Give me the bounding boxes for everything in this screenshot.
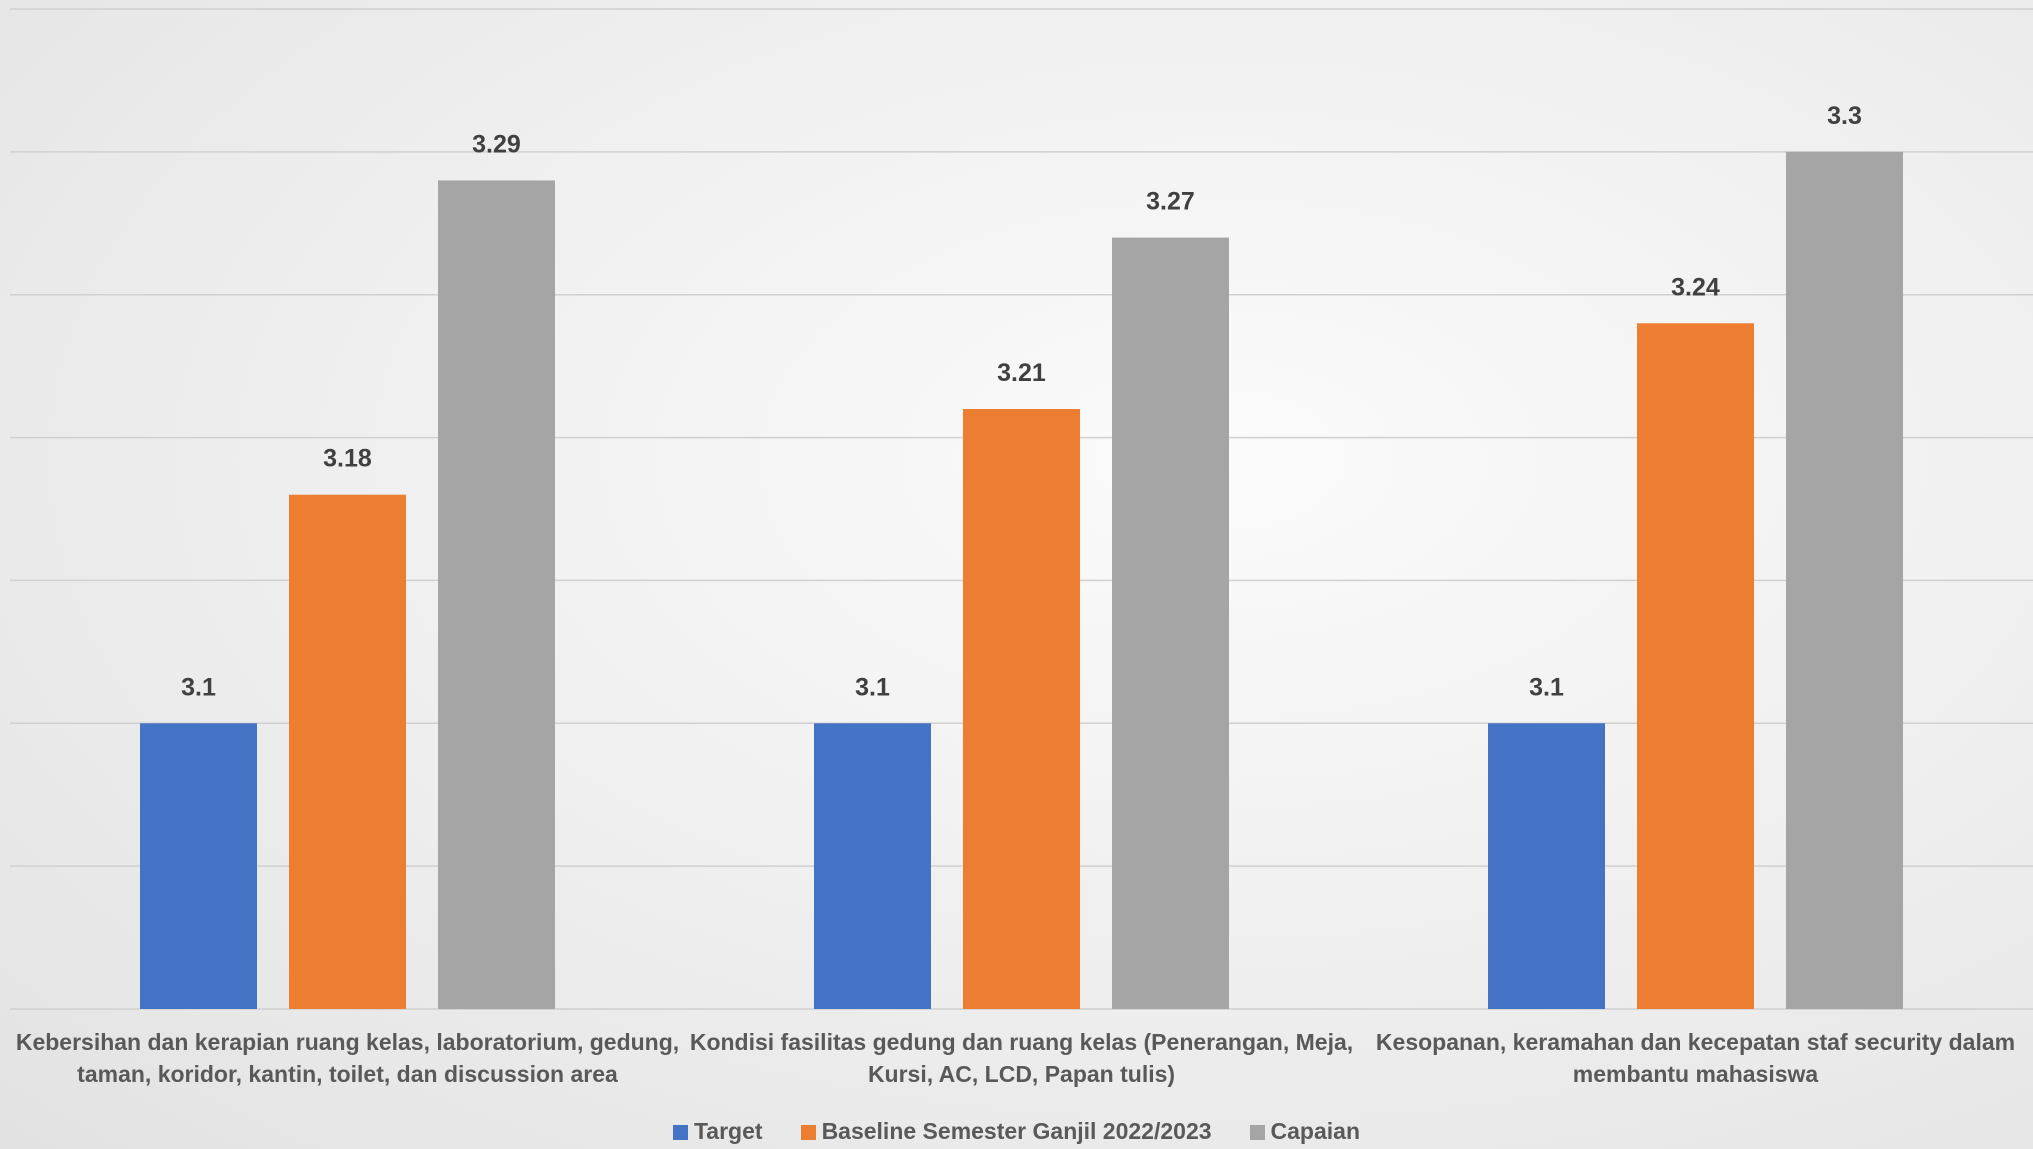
data-label: 3.1 [855,673,890,701]
bar [1786,151,1903,1009]
legend-label: Baseline Semester Ganjil 2022/2023 [821,1118,1212,1144]
data-label: 3.21 [997,359,1046,387]
bar [1112,237,1229,1010]
bar [963,409,1080,1009]
x-tick-label: Kebersihan dan kerapian ruang kelas, lab… [15,1029,680,1087]
bar [140,723,257,1009]
bar [438,180,555,1009]
data-label: 3.3 [1827,102,1862,130]
legend-item: Target [672,1118,763,1145]
bar [814,723,931,1009]
legend-label: Capaian [1270,1118,1361,1144]
x-tick-label: Kondisi fasilitas gedung dan ruang kelas… [689,1029,1354,1087]
data-label: 3.1 [1529,673,1564,701]
data-label: 3.18 [323,445,372,473]
legend-key [1249,1125,1265,1141]
data-label: 3.27 [1146,188,1195,216]
legend: Target Baseline Semester Ganjil 2022/2023… [0,1118,2033,1145]
bar [289,494,406,1009]
legend-key [672,1125,688,1141]
legend-item: Capaian [1249,1118,1361,1145]
bar [1488,723,1605,1009]
data-label: 3.1 [181,673,216,701]
legend-label: Target [693,1118,763,1144]
x-tick-label: Kesopanan, keramahan dan kecepatan staf … [1375,1029,2016,1087]
legend-key [800,1125,816,1141]
legend-item: Baseline Semester Ganjil 2022/2023 [800,1118,1212,1145]
data-label: 3.24 [1671,273,1720,301]
data-label: 3.29 [472,130,521,158]
bar [1637,323,1754,1009]
